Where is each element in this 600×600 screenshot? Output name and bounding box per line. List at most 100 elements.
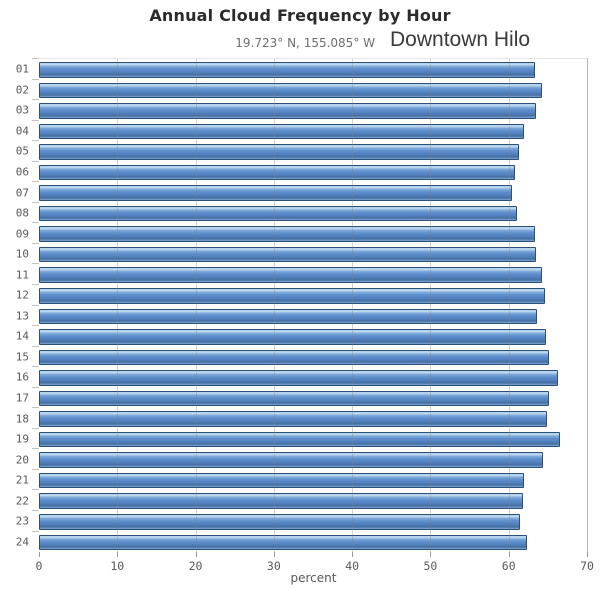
bar-row-hour-16: 16 xyxy=(16,366,587,388)
y-axis-tick-label: 22 xyxy=(15,494,29,508)
x-axis-tick-70 xyxy=(587,552,588,557)
y-axis-tick-label: 18 xyxy=(15,412,29,426)
bar-row-hour-17: 17 xyxy=(16,386,587,409)
y-axis-tick xyxy=(32,345,39,347)
x-axis-tick-label-50: 50 xyxy=(423,559,438,573)
bar-row-hour-24: 24 xyxy=(16,530,587,553)
chart-subtitle-coordinates: 19.723° N, 155.085° W xyxy=(235,36,375,50)
bar-row-hour-12: 12 xyxy=(16,284,587,306)
y-axis-tick xyxy=(32,304,39,306)
bar-hour-01 xyxy=(39,62,536,78)
bar-hour-09 xyxy=(39,226,535,242)
bar-hour-18 xyxy=(39,411,548,427)
bar-row-hour-23: 23 xyxy=(16,510,587,532)
y-axis-tick xyxy=(32,181,39,183)
gridline-20 xyxy=(195,59,197,552)
y-axis-tick-label: 10 xyxy=(15,247,29,261)
bar-rows: 01 02 03 04 05 06 07 08 09 10 11 12 13 14 15 16 17 18 19 20… xyxy=(16,58,587,553)
bar-hour-12 xyxy=(39,288,545,304)
x-axis-tick-label-30: 30 xyxy=(266,559,281,573)
bar-hour-17 xyxy=(39,390,549,407)
gridline-50 xyxy=(430,59,432,552)
bar-hour-11 xyxy=(39,267,543,284)
y-axis-tick-label: 20 xyxy=(15,453,29,467)
x-axis-tick-20 xyxy=(195,552,197,557)
y-axis-tick xyxy=(32,407,39,409)
bar-row-hour-09: 09 xyxy=(16,222,587,244)
y-axis-tick xyxy=(32,427,39,429)
y-axis-tick-label: 16 xyxy=(15,370,29,384)
bar-hour-02 xyxy=(39,82,543,99)
y-axis-tick xyxy=(32,78,39,80)
x-axis-tick-label-10: 10 xyxy=(110,559,125,573)
x-axis-tick-label-70: 70 xyxy=(580,559,594,573)
y-axis-tick-label: 21 xyxy=(15,473,29,487)
bar-row-hour-08: 08 xyxy=(16,201,587,224)
bar-row-hour-11: 11 xyxy=(16,263,587,285)
y-axis-tick-label: 03 xyxy=(15,103,29,117)
x-axis-tick-label-60: 60 xyxy=(501,559,516,573)
bar-hour-06 xyxy=(39,164,515,181)
chart-title: Annual Cloud Frequency by Hour xyxy=(149,6,451,25)
bar-hour-22 xyxy=(39,493,523,510)
y-axis-tick-label: 04 xyxy=(15,124,29,138)
gridline-10 xyxy=(117,59,119,552)
bar-row-hour-15: 15 xyxy=(16,345,587,368)
y-axis-tick-label: 07 xyxy=(15,186,29,200)
y-axis-tick xyxy=(32,468,39,470)
bar-row-hour-04: 04 xyxy=(16,119,587,142)
bar-hour-05 xyxy=(39,144,519,160)
bar-row-hour-22: 22 xyxy=(16,489,587,511)
y-axis-tick xyxy=(32,160,39,162)
bar-row-hour-07: 07 xyxy=(16,181,587,203)
y-axis-tick-label: 13 xyxy=(15,309,29,323)
bar-hour-14 xyxy=(39,329,547,345)
bar-row-hour-02: 02 xyxy=(16,78,587,101)
y-axis-tick xyxy=(32,140,39,142)
x-axis-tick-label-20: 20 xyxy=(188,559,203,573)
y-axis-tick xyxy=(32,489,39,491)
y-axis-tick-label: 08 xyxy=(15,206,29,220)
y-axis-tick-label: 14 xyxy=(15,329,29,343)
bar-hour-08 xyxy=(39,205,517,222)
y-axis-tick xyxy=(32,99,39,101)
y-axis-tick xyxy=(32,386,39,388)
bar-hour-19 xyxy=(39,431,560,448)
bar-row-hour-18: 18 xyxy=(16,407,587,429)
x-axis-tick-40 xyxy=(352,552,354,557)
y-axis-tick-label: 24 xyxy=(15,535,29,549)
gridline-30 xyxy=(273,59,275,552)
bar-row-hour-01: 01 xyxy=(16,58,587,80)
y-axis-tick-label: 12 xyxy=(15,288,29,302)
bar-row-hour-13: 13 xyxy=(16,304,587,327)
y-axis-tick-label: 11 xyxy=(15,268,29,282)
bar-hour-21 xyxy=(39,472,524,489)
plot-area: 01 02 03 04 05 06 07 08 09 10 11 12 13 14 15 16 17 18 19 20… xyxy=(16,58,594,573)
y-axis-tick xyxy=(32,263,39,265)
y-axis-tick-label: 06 xyxy=(15,165,29,179)
y-axis-tick-label: 09 xyxy=(15,227,29,241)
bar-hour-10 xyxy=(39,246,537,263)
x-axis-tick-60 xyxy=(508,552,510,557)
x-axis-tick-label-40: 40 xyxy=(345,559,360,573)
gridline-40 xyxy=(352,59,354,552)
y-axis-tick-label: 01 xyxy=(15,62,29,76)
gridline-60 xyxy=(508,59,510,552)
y-axis-tick xyxy=(32,201,39,203)
y-axis-tick xyxy=(32,530,39,532)
bar-row-hour-05: 05 xyxy=(16,140,587,162)
x-axis-tick-label-0: 0 xyxy=(35,559,43,573)
bar-row-hour-20: 20 xyxy=(16,448,587,470)
y-axis-tick xyxy=(32,58,39,59)
y-axis-tick xyxy=(32,448,39,450)
x-axis-tick-50 xyxy=(430,552,432,557)
bar-row-hour-06: 06 xyxy=(16,160,587,183)
y-axis-tick xyxy=(32,284,39,286)
bar-hour-23 xyxy=(39,514,521,530)
bar-row-hour-10: 10 xyxy=(16,242,587,265)
bar-hour-24 xyxy=(39,534,527,551)
bar-hour-20 xyxy=(39,452,544,468)
y-axis-tick-label: 05 xyxy=(15,144,29,158)
y-axis-tick xyxy=(32,510,39,512)
